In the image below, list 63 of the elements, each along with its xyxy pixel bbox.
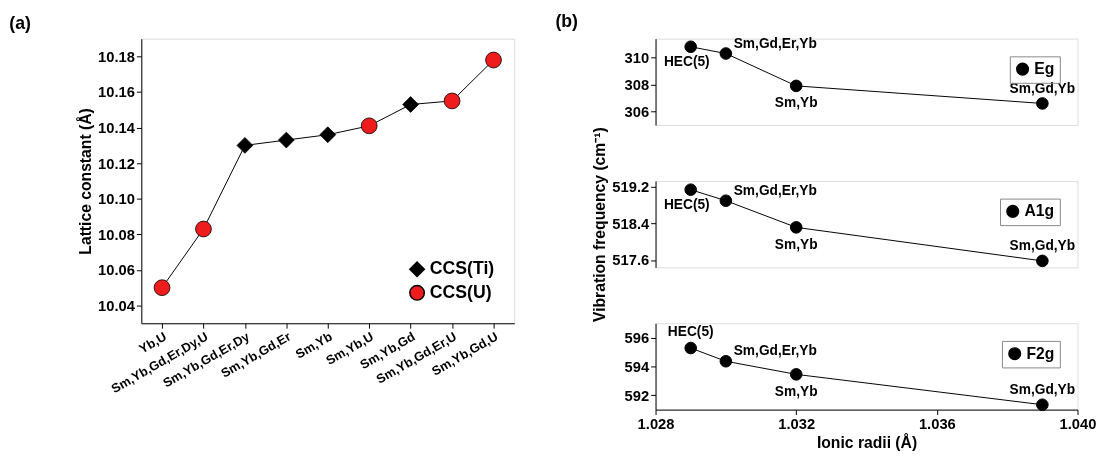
y-tick-label: 310 xyxy=(624,49,650,66)
annotation: Sm,Gd,Yb xyxy=(1009,80,1076,96)
y-tick-label: 308 xyxy=(624,76,650,93)
y-tick-label: 592 xyxy=(624,387,650,404)
point xyxy=(1036,398,1049,412)
point xyxy=(153,279,171,296)
point xyxy=(1036,254,1049,268)
point xyxy=(360,117,378,135)
point xyxy=(719,194,733,208)
legend-label: F2g xyxy=(1026,344,1055,362)
y-tick-label: 306 xyxy=(624,103,650,120)
chart-title: (a) xyxy=(9,12,31,33)
legend-label: A1g xyxy=(1024,202,1055,220)
annotation: HEC(5) xyxy=(667,324,714,340)
y-tick-label: 519.2 xyxy=(612,178,650,195)
legend-label: CCS(U) xyxy=(429,281,492,302)
y-tick-label: 10.06 xyxy=(98,262,135,279)
y-tick-label: 517.6 xyxy=(612,252,650,269)
legend-label: CCS(Ti) xyxy=(429,258,495,279)
annotation: HEC(5) xyxy=(663,197,710,213)
y-tick-label: 10.16 xyxy=(98,84,135,101)
point xyxy=(443,92,461,110)
point xyxy=(319,126,337,144)
annotation: Sm,Gd,Er,Yb xyxy=(733,343,817,359)
point xyxy=(1036,97,1049,110)
point xyxy=(684,183,697,196)
x-axis-title: Ionic radii (Å) xyxy=(816,433,918,452)
point xyxy=(789,368,803,381)
point xyxy=(485,51,502,69)
x-tick-label: 1.036 xyxy=(918,415,956,432)
y-tick-label: 10.18 xyxy=(98,48,135,65)
point xyxy=(789,221,803,234)
point xyxy=(236,137,254,154)
point xyxy=(789,79,803,93)
y-tick-label: 10.08 xyxy=(98,226,135,243)
x-tick-label: 1.028 xyxy=(637,415,675,432)
annotation: Sm,Gd,Yb xyxy=(1009,381,1076,397)
legend-label: Eg xyxy=(1034,60,1055,77)
y-tick-label: 10.12 xyxy=(98,155,135,172)
y-tick-label: 594 xyxy=(624,358,650,375)
point xyxy=(402,96,419,113)
chart-title: (b) xyxy=(555,11,578,32)
annotation: Sm,Gd,Er,Yb xyxy=(733,35,817,51)
point xyxy=(684,341,697,355)
point xyxy=(195,220,212,238)
annotation: Sm,Gd,Er,Yb xyxy=(733,182,817,198)
y-tick-label: 10.04 xyxy=(98,297,136,314)
y-axis-title: Vibration frequency (cm⁻¹) xyxy=(591,127,609,323)
y-tick-label: 596 xyxy=(624,330,650,347)
y-axis-title: Lattice constant (Å) xyxy=(76,108,95,255)
x-tick-label: 1.032 xyxy=(778,415,816,432)
annotation: Sm,Yb xyxy=(774,95,818,111)
point xyxy=(719,354,733,368)
point xyxy=(719,47,733,60)
y-tick-label: 10.10 xyxy=(98,191,135,208)
y-tick-label: 518.4 xyxy=(612,215,650,232)
point xyxy=(278,131,295,149)
annotation: Sm,Yb xyxy=(774,236,818,252)
annotation: HEC(5) xyxy=(663,54,710,70)
y-tick-label: 10.14 xyxy=(98,120,136,137)
point xyxy=(684,40,697,54)
annotation: Sm,Gd,Yb xyxy=(1009,238,1076,254)
x-tick-label: 1.040 xyxy=(1059,415,1097,432)
